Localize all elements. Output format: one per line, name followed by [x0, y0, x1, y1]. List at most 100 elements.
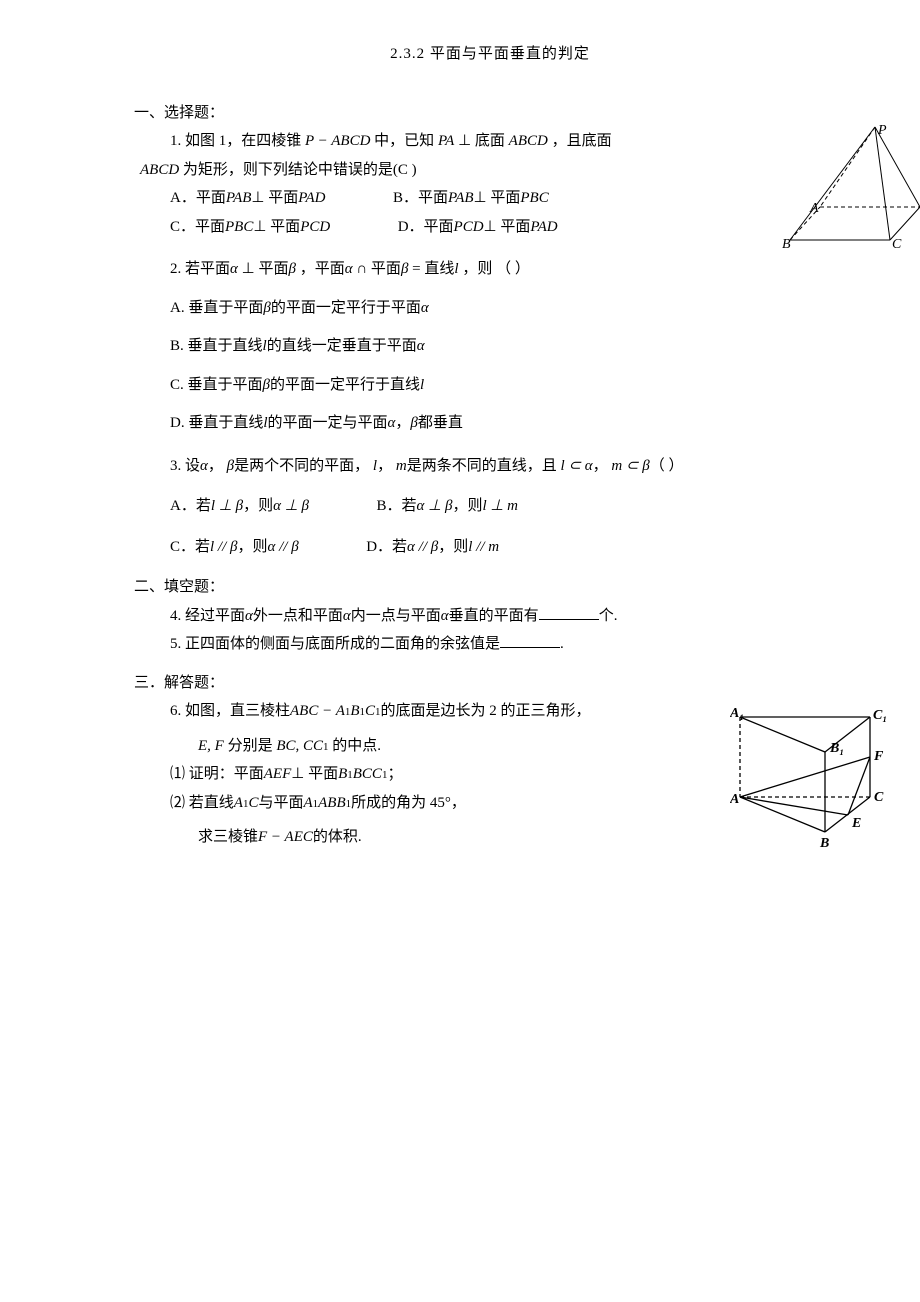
q4-t4: 垂直的平面有	[449, 608, 539, 624]
q6-p2a: ⑵ 若直线	[170, 795, 234, 811]
q2-t4: ∩ 平面	[356, 261, 401, 277]
q3-A-e1: l ⊥ β	[211, 498, 243, 514]
q2-D-4: 都垂直	[418, 415, 463, 431]
q2-t5: = 直线	[412, 261, 454, 277]
q1-expr3: ABCD	[509, 133, 548, 149]
q1-C-1: C．平面	[170, 219, 225, 235]
q1-A-2: ⊥ 平面	[251, 190, 298, 206]
q2-C-l: l	[420, 377, 424, 393]
fig2-C: C	[874, 790, 884, 805]
q3-B-e1: α ⊥ β	[417, 498, 453, 514]
fig2-C1: C₁	[873, 708, 887, 723]
q1-text-4: ，且底面	[552, 133, 612, 149]
q6-e3: C	[365, 703, 375, 719]
q4-t1: 4. 经过平面	[170, 608, 245, 624]
q4-t5: 个.	[599, 608, 618, 624]
q1-B-1: B．平面	[393, 190, 448, 206]
q6-l2b: 分别是	[228, 738, 273, 754]
q2-B-a: α	[417, 338, 425, 354]
section-1-heading: 一、选择题：	[134, 99, 840, 128]
q1-C-e2: PCD	[300, 219, 330, 235]
q3-C1: C．若	[170, 539, 210, 555]
fig2-E: E	[851, 816, 861, 831]
q6-e2: B	[350, 703, 359, 719]
fig1-A: A	[809, 201, 819, 216]
q2-A-1: A. 垂直于平面	[170, 300, 263, 316]
q2-A-a: α	[421, 300, 429, 316]
q2-l: l	[454, 261, 458, 277]
q1-text-3: ⊥ 底面	[458, 133, 505, 149]
q1-text-2: 中，已知	[374, 133, 434, 149]
q6-p2e3: A	[303, 795, 312, 811]
q2-t6: ，则 （ ）	[462, 261, 530, 277]
q3-a: α	[200, 458, 208, 474]
q2-D-2: 的平面一定与平面	[268, 415, 388, 431]
fig1-P: P	[877, 123, 887, 138]
q6-p1e1: AEF	[264, 766, 292, 782]
section-3-heading: 三．解答题：	[134, 669, 840, 698]
q6-l2d: 的中点.	[332, 738, 381, 754]
q3-t6: ，	[593, 458, 608, 474]
q5-blank	[500, 633, 560, 648]
q1-line2-a: ABCD	[140, 162, 179, 178]
page-title: 2.3.2 平面与平面垂直的判定	[140, 40, 840, 69]
q3-m: m	[396, 458, 407, 474]
q4-a2: α	[343, 608, 351, 624]
question-5: 5. 正四面体的侧面与底面所成的二面角的余弦值是.	[170, 630, 840, 659]
q6-t2: 的底面是边长为 2 的正三角形，	[381, 703, 591, 719]
q6-l2cs: 1	[323, 741, 329, 753]
q1-D-e2: PAD	[530, 219, 557, 235]
q3-t7: （ ）	[650, 458, 684, 474]
q2-a1: α	[230, 261, 238, 277]
q2-C-2: 的平面一定平行于直线	[270, 377, 420, 393]
q6-l2a: E, F	[198, 738, 224, 754]
fig2-A1: A₁	[730, 706, 744, 721]
q6-e1: ABC − A	[290, 703, 345, 719]
q3-A2: ，则	[243, 498, 273, 514]
q1-A-1: A．平面	[170, 190, 226, 206]
section-2-heading: 二、填空题：	[134, 573, 840, 602]
q1-expr1: P − ABCD	[305, 133, 370, 149]
q2-C-b: β	[263, 377, 270, 393]
q3-t1: 3. 设	[170, 458, 200, 474]
q6-p1a: ⑴ 证明：平面	[170, 766, 264, 782]
q2-D-b: β	[410, 415, 417, 431]
q1-D-1: D．平面	[398, 219, 454, 235]
q4-blank	[539, 605, 599, 620]
q6-p1b: ⊥ 平面	[291, 766, 338, 782]
q1-D-e1: PCD	[454, 219, 484, 235]
q6-p2b: 与平面	[258, 795, 303, 811]
fig1-B: B	[782, 237, 791, 252]
fig2-F: F	[873, 749, 884, 764]
q3-B2: ，则	[452, 498, 482, 514]
q3-t3: 是两个不同的平面，	[234, 458, 369, 474]
question-1: P A B C D 1. 如图 1，在四棱锥 P − ABCD 中，已知 PA …	[170, 127, 840, 156]
q5-t2: .	[560, 636, 564, 652]
q1-C-e1: PBC	[225, 219, 253, 235]
q1-B-2: ⊥ 平面	[474, 190, 521, 206]
q3-B1: B．若	[377, 498, 417, 514]
fig1-C: C	[892, 237, 902, 252]
q4-t3: 内一点与平面	[351, 608, 441, 624]
q3-B-e2: l ⊥ m	[482, 498, 518, 514]
q1-A-e2: PAD	[298, 190, 325, 206]
q1-B-e1: PAB	[448, 190, 474, 206]
q6-l2c: BC, CC	[276, 738, 323, 754]
q3-D2: ，则	[438, 539, 468, 555]
q2-D-1: D. 垂直于直线	[170, 415, 263, 431]
q3-mb: m ⊂ β	[611, 458, 649, 474]
q2-A-2: 的平面一定平行于平面	[271, 300, 421, 316]
q1-C-2: ⊥ 平面	[253, 219, 300, 235]
q6-p3e: F − AEC	[258, 829, 313, 845]
q3-C-e1: l // β	[210, 539, 237, 555]
q2-a2: α	[345, 261, 353, 277]
q2-t2: ⊥ 平面	[242, 261, 289, 277]
pyramid-figure: P A B C D	[780, 122, 920, 252]
q2-A-b: β	[263, 300, 270, 316]
question-2: 2. 若平面α ⊥ 平面β ，平面α ∩ 平面β = 直线l ，则 （ ）	[170, 255, 840, 284]
q4-a1: α	[245, 608, 253, 624]
q4-t2: 外一点和平面	[253, 608, 343, 624]
q2-C-1: C. 垂直于平面	[170, 377, 263, 393]
q3-la: l ⊂ α	[560, 458, 592, 474]
q1-text-1: 1. 如图 1，在四棱锥	[170, 133, 301, 149]
